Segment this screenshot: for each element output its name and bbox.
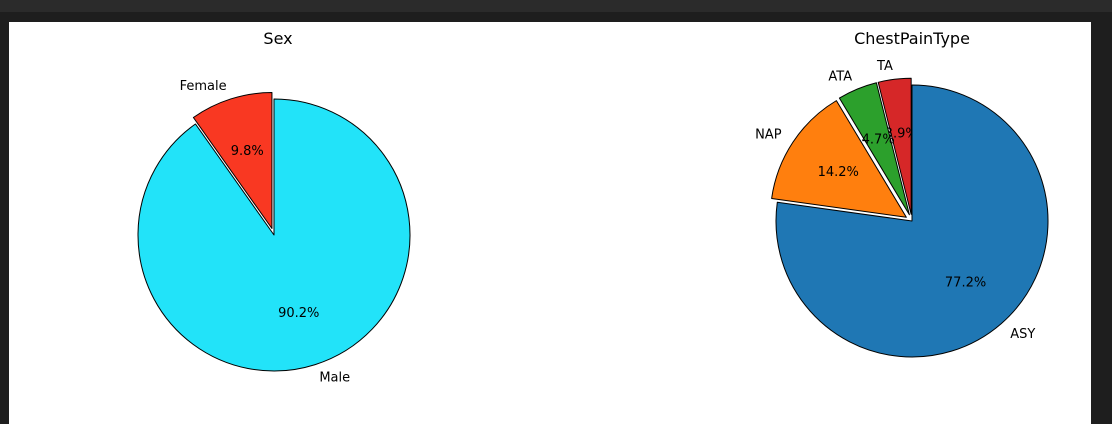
slice-percent-ata: 4.7% <box>862 132 895 147</box>
window-top-bar <box>0 0 1112 12</box>
slice-label-female: Female <box>180 79 227 94</box>
pie-slice-ata <box>838 82 910 216</box>
pie-charts-figure: Sex Female 9.8% Male 90.2% ChestPainType TA… <box>137 29 1049 386</box>
sex-chart-title: Sex <box>263 29 292 48</box>
slice-label-nap: NAP <box>755 128 782 143</box>
slice-percent-ta: 3.9% <box>885 126 918 141</box>
pie-slice-male <box>137 98 411 372</box>
slice-percent-asy: 77.2% <box>945 276 986 291</box>
slice-percent-male: 90.2% <box>278 306 319 321</box>
slice-label-male: Male <box>319 371 350 386</box>
slice-percent-female: 9.8% <box>231 144 264 159</box>
pie-slice-female <box>192 92 273 230</box>
pie-slice-asy <box>775 84 1049 358</box>
sex-pie-chart: Sex Female 9.8% Male 90.2% <box>137 29 411 386</box>
window-left-edge <box>0 12 9 424</box>
slice-label-ta: TA <box>876 59 893 74</box>
figure-canvas: Sex Female 9.8% Male 90.2% ChestPainType TA… <box>9 22 1091 424</box>
window-right-edge <box>1091 12 1112 424</box>
slice-label-asy: ASY <box>1010 327 1035 342</box>
chest-pain-type-chart-title: ChestPainType <box>854 29 970 48</box>
slice-percent-nap: 14.2% <box>818 165 859 180</box>
slice-label-ata: ATA <box>828 70 852 85</box>
chest-pain-type-pie-chart: ChestPainType TA 3.9% ATA 4.7% NAP 14.2% ASY 77… <box>755 29 1049 358</box>
pie-slice-nap <box>771 100 907 218</box>
pie-slice-ta <box>877 77 912 215</box>
